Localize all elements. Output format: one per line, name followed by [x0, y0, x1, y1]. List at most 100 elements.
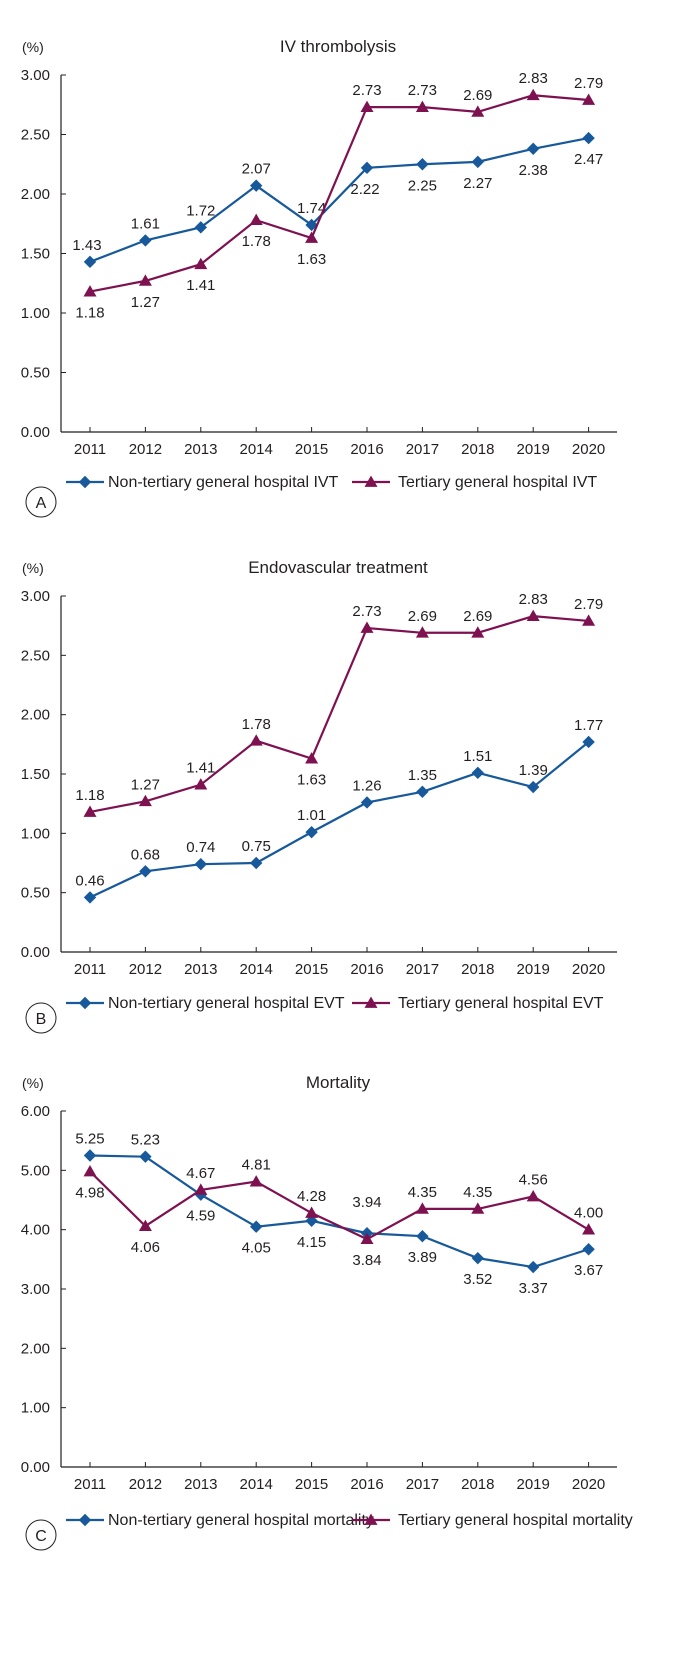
- legend-tertiary-label: Tertiary general hospital IVT: [398, 474, 597, 491]
- x-tick-label: 2020: [572, 961, 605, 978]
- tertiary-data-label: 1.41: [186, 277, 215, 294]
- non-tertiary-point: [527, 1260, 540, 1274]
- y-tick-label: 2.50: [21, 647, 50, 664]
- tertiary-point: [83, 805, 97, 817]
- non-tertiary-data-label: 0.68: [131, 846, 160, 863]
- x-tick-label: 2016: [350, 1476, 383, 1493]
- tertiary-point: [138, 274, 152, 286]
- tertiary-data-label: 1.27: [131, 776, 160, 793]
- y-tick-label: 5.00: [21, 1162, 50, 1179]
- tertiary-series-line: [89, 94, 589, 293]
- legend-tertiary-marker: [364, 1513, 378, 1525]
- non-tertiary-data-label: 1.72: [186, 202, 215, 219]
- chart-title: Mortality: [306, 1073, 371, 1092]
- tertiary-data-label: 4.67: [186, 1165, 215, 1182]
- tertiary-point: [526, 1189, 540, 1202]
- non-tertiary-data-label: 1.77: [574, 717, 603, 734]
- tertiary-point: [360, 621, 374, 633]
- tertiary-point: [360, 100, 374, 113]
- x-tick-label: 2012: [129, 441, 162, 458]
- non-tertiary-point: [360, 161, 374, 175]
- legend-non-tertiary-label: Non-tertiary general hospital IVT: [108, 474, 339, 491]
- tertiary-data-label: 2.69: [463, 608, 492, 625]
- tertiary-point: [471, 626, 485, 638]
- non-tertiary-point: [416, 158, 429, 171]
- tertiary-data-label: 2.83: [519, 70, 548, 87]
- x-tick-label: 2019: [517, 961, 550, 978]
- non-tertiary-data-label: 3.37: [519, 1280, 548, 1297]
- x-tick-label: 2017: [406, 961, 439, 978]
- tertiary-point: [471, 1202, 485, 1214]
- tertiary-data-label: 1.78: [242, 233, 271, 250]
- tertiary-data-label: 1.41: [186, 760, 215, 777]
- y-tick-label: 2.00: [21, 1340, 50, 1357]
- y-tick-label: 2.00: [21, 186, 50, 203]
- y-tick-label: 6.00: [21, 1103, 50, 1120]
- non-tertiary-point: [582, 1243, 595, 1256]
- non-tertiary-series-line: [89, 1154, 589, 1269]
- y-tick-label: 0.00: [21, 424, 50, 441]
- tertiary-data-label: 2.83: [519, 591, 548, 608]
- non-tertiary-point: [305, 1214, 318, 1227]
- non-tertiary-data-label: 2.25: [408, 177, 437, 194]
- x-tick-label: 2014: [240, 961, 273, 978]
- non-tertiary-data-label: 1.39: [519, 762, 548, 779]
- tertiary-point: [83, 285, 97, 297]
- tertiary-point: [582, 1223, 596, 1235]
- non-tertiary-data-label: 3.52: [463, 1271, 492, 1288]
- non-tertiary-data-label: 5.23: [131, 1132, 160, 1149]
- tertiary-point: [249, 1175, 263, 1187]
- non-tertiary-data-label: 2.27: [463, 175, 492, 192]
- legend-tertiary-marker: [364, 475, 378, 487]
- tertiary-point: [526, 88, 540, 101]
- y-tick-label: 0.50: [21, 885, 50, 902]
- y-tick-label: 1.00: [21, 305, 50, 322]
- y-axis-unit: (%): [22, 1075, 44, 1091]
- y-tick-label: 1.50: [21, 246, 50, 263]
- non-tertiary-data-label: 4.59: [186, 1208, 215, 1225]
- panel-label: A: [36, 495, 47, 512]
- x-tick-label: 2017: [406, 1476, 439, 1493]
- y-tick-label: 2.00: [21, 707, 50, 724]
- non-tertiary-point: [582, 131, 595, 145]
- non-tertiary-point: [416, 1229, 429, 1243]
- chart-title: IV thrombolysis: [280, 37, 396, 56]
- x-tick-label: 2020: [572, 1476, 605, 1493]
- non-tertiary-point: [471, 155, 484, 169]
- tertiary-data-label: 1.63: [297, 772, 326, 789]
- x-tick-label: 2015: [295, 1476, 328, 1493]
- tertiary-data-label: 2.69: [408, 608, 437, 625]
- tertiary-data-label: 2.73: [352, 603, 381, 620]
- y-axis-unit: (%): [22, 39, 44, 55]
- chart-title: Endovascular treatment: [248, 558, 428, 577]
- non-tertiary-data-label: 1.26: [352, 777, 381, 794]
- x-tick-label: 2012: [129, 961, 162, 978]
- tertiary-data-label: 4.00: [574, 1205, 603, 1222]
- tertiary-series-line: [89, 615, 589, 814]
- x-tick-label: 2015: [295, 961, 328, 978]
- x-tick-label: 2017: [406, 441, 439, 458]
- tertiary-data-label: 2.79: [574, 596, 603, 613]
- non-tertiary-series-line: [89, 741, 590, 899]
- tertiary-data-label: 2.73: [408, 82, 437, 99]
- non-tertiary-point: [139, 865, 152, 878]
- tertiary-point: [305, 1206, 319, 1218]
- tertiary-data-label: 4.06: [131, 1239, 160, 1256]
- legend-non-tertiary-marker: [78, 996, 92, 1010]
- non-tertiary-data-label: 3.67: [574, 1262, 603, 1279]
- non-tertiary-data-label: 4.15: [297, 1234, 326, 1251]
- tertiary-point: [83, 1165, 97, 1177]
- y-axis-unit: (%): [22, 560, 44, 576]
- non-tertiary-data-label: 5.25: [75, 1131, 104, 1148]
- non-tertiary-data-label: 0.46: [75, 872, 104, 889]
- tertiary-point: [305, 752, 319, 764]
- non-tertiary-point: [83, 891, 97, 904]
- tertiary-data-label: 4.35: [408, 1184, 437, 1201]
- non-tertiary-point: [305, 825, 318, 839]
- y-tick-label: 2.50: [21, 127, 50, 144]
- non-tertiary-point: [360, 796, 374, 809]
- panel-label-circle: [25, 486, 57, 518]
- x-tick-label: 2020: [572, 441, 605, 458]
- x-tick-label: 2011: [74, 961, 106, 978]
- non-tertiary-data-label: 1.61: [131, 215, 160, 232]
